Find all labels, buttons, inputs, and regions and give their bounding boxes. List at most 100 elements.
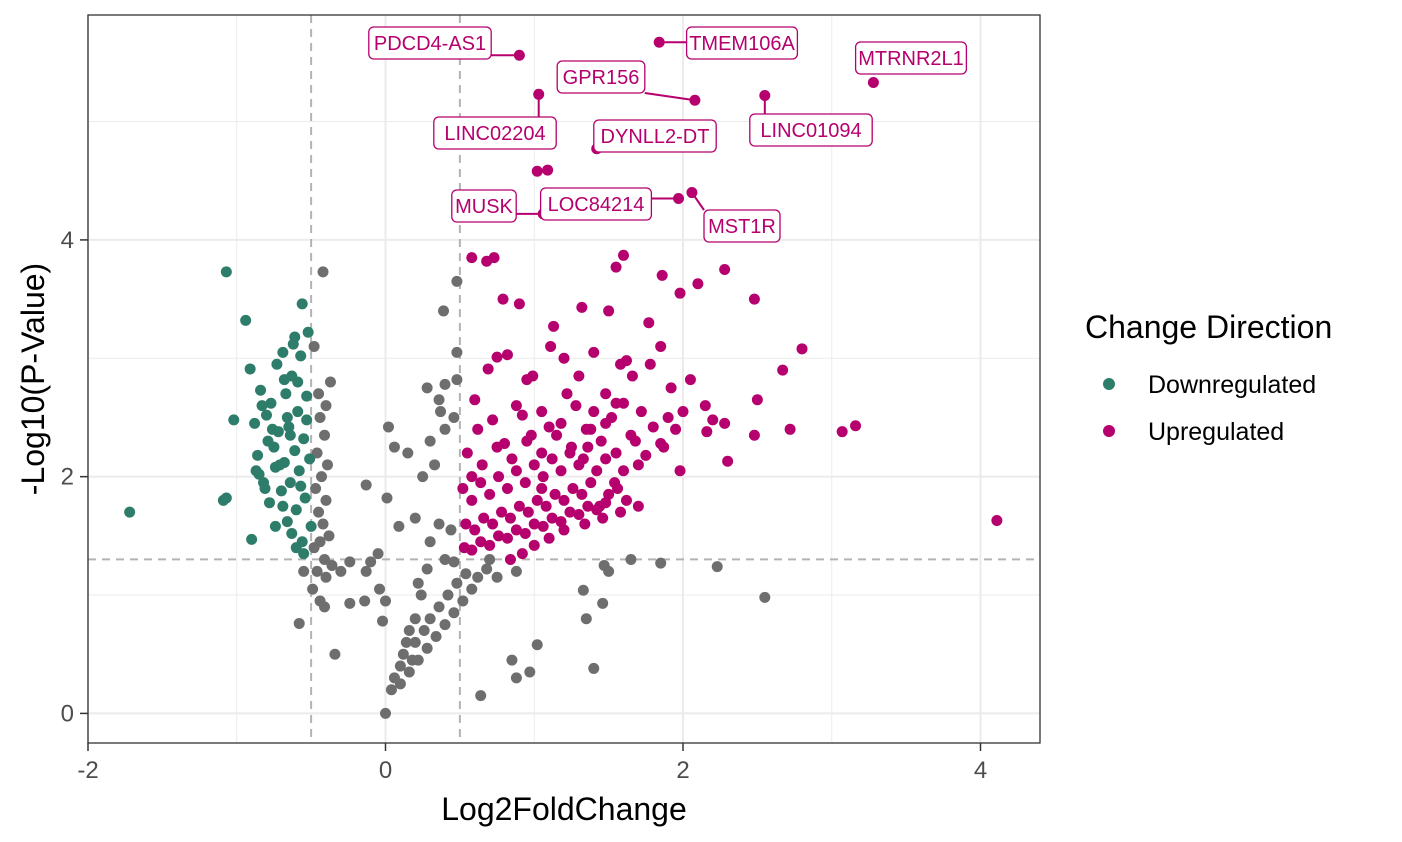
- point-not-significant: [403, 625, 415, 637]
- point-not-significant: [319, 554, 331, 566]
- point-upregulated: [510, 465, 522, 477]
- point-downregulated: [255, 384, 267, 396]
- point-upregulated: [867, 76, 879, 88]
- point-upregulated: [536, 482, 548, 494]
- point-upregulated: [850, 420, 862, 432]
- point-not-significant: [385, 684, 397, 696]
- point-upregulated: [527, 370, 539, 382]
- point-not-significant: [307, 583, 319, 595]
- point-not-significant: [360, 565, 372, 577]
- x-tick-label: 0: [379, 757, 392, 784]
- x-tick-label: 2: [676, 757, 689, 784]
- legend-label-upregulated: Upregulated: [1148, 418, 1284, 446]
- point-not-significant: [319, 601, 331, 613]
- point-not-significant: [472, 571, 484, 583]
- point-upregulated: [748, 293, 760, 305]
- point-downregulated: [124, 506, 136, 518]
- point-upregulated: [595, 435, 607, 447]
- point-not-significant: [433, 601, 445, 613]
- point-not-significant: [711, 561, 723, 573]
- point-downregulated: [305, 520, 317, 532]
- point-downregulated: [281, 516, 293, 528]
- point-upregulated: [603, 488, 615, 500]
- point-upregulated: [576, 488, 588, 500]
- point-upregulated: [620, 494, 632, 506]
- point-upregulated: [580, 423, 592, 435]
- point-not-significant: [438, 305, 450, 317]
- point-not-significant: [448, 411, 460, 423]
- point-not-significant: [326, 559, 338, 571]
- point-not-significant: [311, 565, 323, 577]
- point-not-significant: [382, 421, 394, 433]
- point-downregulated: [265, 397, 277, 409]
- point-upregulated: [484, 539, 496, 551]
- point-not-significant: [448, 556, 460, 568]
- point-upregulated: [475, 536, 487, 548]
- legend-label-downregulated: Downregulated: [1148, 371, 1316, 399]
- point-not-significant: [314, 411, 326, 423]
- point-upregulated: [545, 340, 557, 352]
- point-upregulated: [615, 358, 627, 370]
- point-upregulated: [466, 544, 478, 556]
- point-upregulated: [516, 548, 528, 560]
- point-not-significant: [491, 571, 503, 583]
- point-downregulated: [302, 326, 314, 338]
- point-upregulated: [555, 465, 567, 477]
- point-not-significant: [451, 577, 463, 589]
- point-downregulated: [277, 500, 289, 512]
- point-not-significant: [531, 639, 543, 651]
- point-upregulated: [491, 351, 503, 363]
- point-upregulated: [519, 527, 531, 539]
- gene-label-box: [433, 116, 557, 150]
- point-upregulated: [615, 506, 627, 518]
- point-upregulated: [600, 388, 612, 400]
- point-downregulated: [249, 417, 261, 429]
- point-not-significant: [439, 423, 451, 435]
- point-upregulated: [600, 417, 612, 429]
- point-not-significant: [313, 506, 325, 518]
- point-upregulated: [796, 343, 808, 355]
- point-downregulated: [286, 527, 298, 539]
- point-upregulated: [555, 417, 567, 429]
- point-upregulated: [647, 421, 659, 433]
- point-upregulated: [493, 530, 505, 542]
- gene-label-text: MST1R: [708, 216, 776, 238]
- point-downregulated: [292, 406, 304, 418]
- point-upregulated: [585, 477, 597, 489]
- point-upregulated: [499, 438, 510, 450]
- point-upregulated: [513, 298, 525, 310]
- point-not-significant: [335, 565, 347, 577]
- point-downregulated: [296, 298, 308, 310]
- point-downregulated: [301, 414, 313, 426]
- point-upregulated: [632, 500, 644, 512]
- gene-label-box: [685, 26, 799, 60]
- point-downregulated: [252, 449, 264, 461]
- point-downregulated: [250, 465, 262, 477]
- point-not-significant: [439, 554, 451, 566]
- point-downregulated: [275, 485, 287, 497]
- point-upregulated: [519, 477, 531, 489]
- point-upregulated: [643, 317, 655, 329]
- gene-label-box: [593, 119, 717, 153]
- point-upregulated: [600, 497, 612, 509]
- point-not-significant: [316, 471, 328, 483]
- point-not-significant: [397, 648, 409, 660]
- gene-label-text: TMEM106A: [689, 33, 795, 55]
- point-upregulated: [597, 512, 609, 524]
- point-not-significant: [442, 589, 454, 601]
- point-not-significant: [394, 660, 406, 672]
- point-upregulated: [632, 459, 644, 471]
- point-not-significant: [445, 524, 457, 536]
- point-downregulated: [292, 376, 304, 388]
- point-downregulated: [269, 520, 281, 532]
- point-not-significant: [317, 266, 329, 278]
- point-upregulated: [991, 514, 1003, 526]
- point-upregulated: [531, 165, 543, 177]
- point-not-significant: [293, 617, 305, 629]
- point-upregulated: [543, 421, 555, 433]
- point-downregulated: [298, 548, 310, 560]
- point-upregulated: [558, 352, 570, 364]
- point-upregulated: [618, 397, 629, 409]
- point-upregulated: [482, 363, 494, 375]
- point-not-significant: [308, 542, 320, 554]
